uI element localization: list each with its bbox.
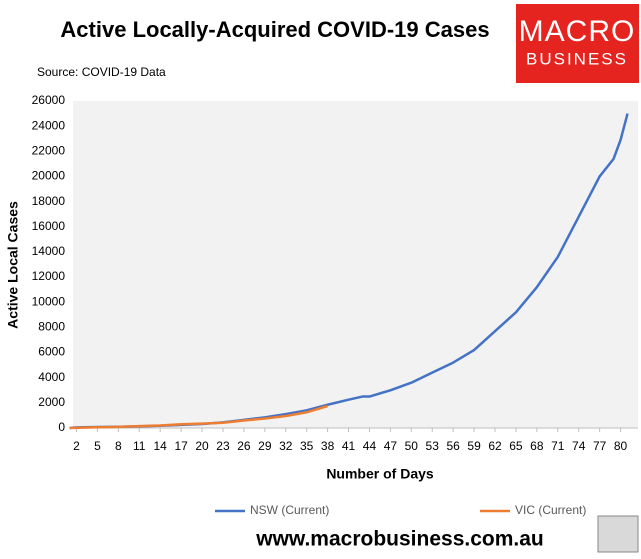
- data-line: [69, 404, 328, 430]
- x-tick-label: 32: [279, 439, 293, 453]
- legend-label: VIC (Current): [515, 503, 586, 517]
- y-tick-label: 20000: [32, 169, 66, 183]
- y-tick-label: 0: [58, 420, 65, 434]
- x-tick-label: 74: [572, 439, 586, 453]
- x-tick-label: 44: [363, 439, 377, 453]
- x-tick-label: 38: [321, 439, 335, 453]
- x-tick-label: 29: [258, 439, 272, 453]
- y-tick-label: 14000: [32, 244, 66, 258]
- logo-icon: [597, 515, 639, 553]
- x-tick-label: 50: [405, 439, 419, 453]
- x-tick-label: 5: [94, 439, 101, 453]
- x-tick-label: 11: [133, 439, 146, 453]
- y-tick-label: 22000: [32, 143, 66, 157]
- x-axis-title: Number of Days: [326, 466, 434, 482]
- y-tick-label: 24000: [32, 118, 66, 132]
- x-tick-label: 77: [593, 439, 607, 453]
- x-tick-label: 62: [488, 439, 502, 453]
- x-tick-label: 47: [384, 439, 398, 453]
- legend-label: NSW (Current): [250, 503, 329, 517]
- x-tick-label: 8: [115, 439, 122, 453]
- x-tick-label: 53: [426, 439, 440, 453]
- y-tick-label: 4000: [38, 370, 65, 384]
- x-tick-label: 20: [195, 439, 209, 453]
- footer-url: www.macrobusiness.com.au: [255, 528, 543, 551]
- y-tick-label: 2000: [38, 395, 65, 409]
- x-tick-label: 26: [237, 439, 251, 453]
- logo-text: BUSINESS: [526, 49, 628, 68]
- chart-subtitle: Source: COVID-19 Data: [37, 65, 166, 79]
- y-tick-label: 8000: [38, 320, 65, 334]
- x-tick-label: 14: [154, 439, 168, 453]
- x-tick-label: 56: [446, 439, 460, 453]
- y-tick-label: 26000: [32, 93, 66, 107]
- logo-text: MACRO: [519, 15, 636, 48]
- x-tick-label: 59: [467, 439, 481, 453]
- x-tick-label: 71: [551, 439, 565, 453]
- plot-area: [73, 101, 638, 428]
- y-tick-label: 16000: [32, 219, 66, 233]
- x-tick-label: 80: [614, 439, 628, 453]
- y-axis-title: Active Local Cases: [5, 201, 21, 329]
- chart-title: Active Locally-Acquired COVID-19 Cases: [60, 17, 489, 42]
- y-tick-label: 6000: [38, 345, 65, 359]
- x-tick-label: 17: [174, 439, 188, 453]
- x-tick-label: 41: [342, 439, 356, 453]
- x-tick-label: 23: [216, 439, 230, 453]
- y-tick-label: 12000: [32, 269, 66, 283]
- x-tick-label: 68: [530, 439, 544, 453]
- y-tick-label: 18000: [32, 194, 66, 208]
- x-tick-label: 35: [300, 439, 314, 453]
- x-tick-label: 65: [509, 439, 523, 453]
- logo-box: [516, 4, 639, 83]
- y-tick-label: 10000: [32, 294, 66, 308]
- x-tick-label: 2: [73, 439, 80, 453]
